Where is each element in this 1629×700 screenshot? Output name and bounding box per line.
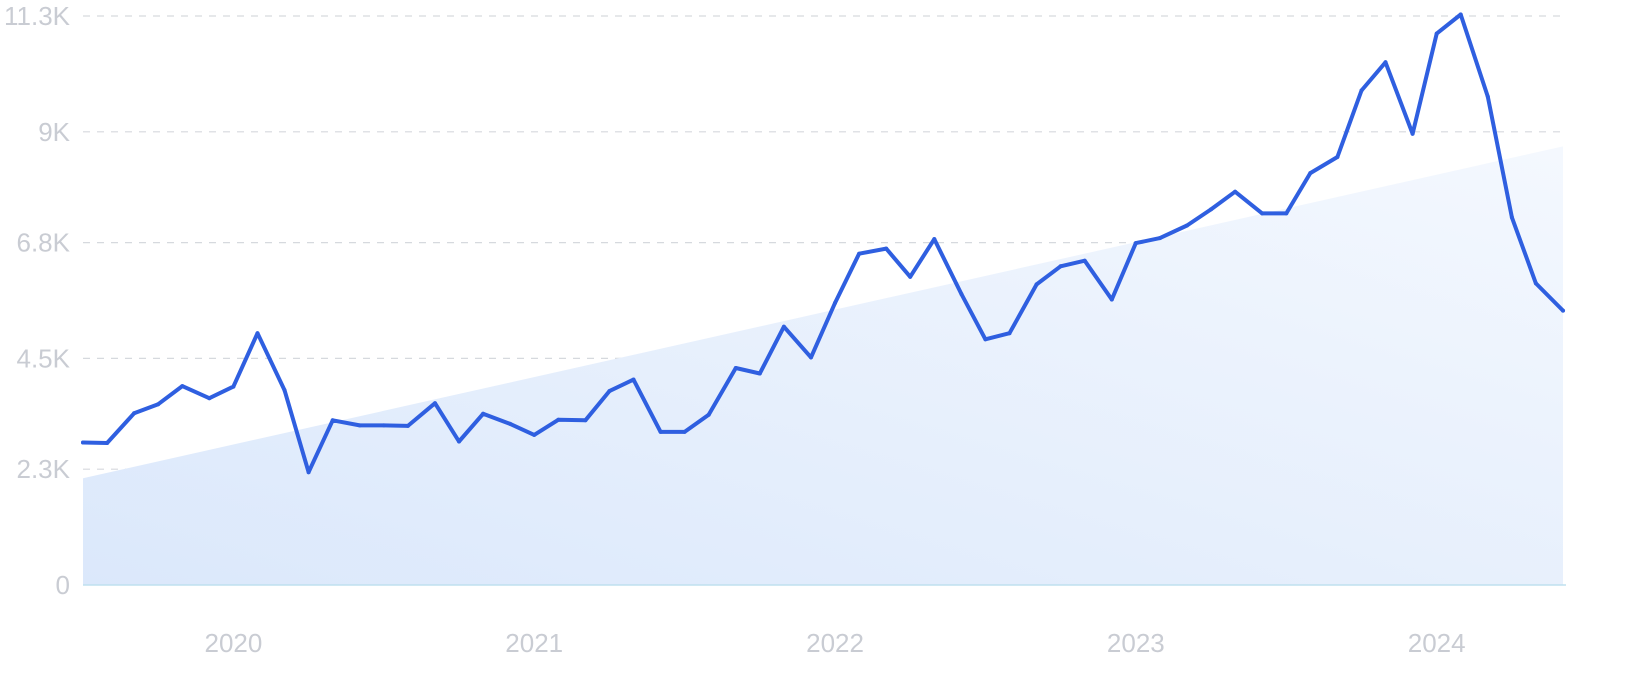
data-point (231, 384, 236, 389)
data-point (607, 389, 612, 394)
y-tick-label: 9K (38, 117, 70, 147)
data-point (932, 237, 937, 242)
data-point (884, 246, 889, 251)
data-point (1308, 171, 1313, 176)
data-point (357, 423, 362, 428)
data-point (1157, 236, 1162, 241)
data-point (583, 418, 588, 423)
x-axis-ticks: 2020 2021 2022 2023 2024 (204, 628, 1465, 658)
data-point (282, 388, 287, 393)
data-point (833, 301, 837, 305)
data-point (508, 421, 513, 426)
data-point (1509, 215, 1514, 220)
x-tick-label: 2023 (1107, 628, 1165, 658)
data-point (255, 331, 260, 336)
data-point (658, 429, 663, 434)
data-point (908, 274, 913, 279)
data-point (207, 396, 212, 401)
data-point (706, 412, 711, 417)
data-point (457, 439, 461, 444)
data-point (433, 401, 437, 406)
data-point (330, 418, 335, 423)
y-tick-label: 2.3K (17, 454, 71, 484)
data-point (1209, 207, 1213, 212)
trend-area (83, 146, 1563, 585)
data-point (1335, 155, 1340, 159)
data-point (556, 417, 561, 422)
data-point (1410, 131, 1415, 136)
data-point (1485, 94, 1490, 99)
data-point (857, 251, 862, 256)
data-point (631, 377, 636, 382)
x-tick-label: 2022 (806, 628, 864, 658)
data-point (1185, 223, 1189, 228)
data-point (306, 470, 311, 475)
y-tick-label: 0 (56, 570, 70, 600)
data-point (1533, 281, 1538, 286)
data-points (81, 12, 1565, 475)
data-point (1034, 282, 1039, 287)
data-point (132, 411, 137, 416)
data-point (1058, 264, 1063, 269)
data-point (1359, 88, 1364, 93)
data-point (733, 366, 738, 370)
data-point (180, 384, 185, 389)
data-point (405, 423, 410, 428)
data-point (983, 337, 988, 342)
series-line (81, 12, 1565, 475)
data-point (1260, 211, 1265, 216)
data-point (532, 432, 537, 437)
data-point (1561, 308, 1565, 313)
data-point (381, 423, 386, 428)
data-point (1082, 258, 1087, 263)
data-point (1133, 241, 1138, 246)
data-point (781, 324, 786, 329)
series-layer (81, 12, 1565, 475)
data-point (481, 411, 486, 416)
data-point (1434, 31, 1439, 36)
x-tick-label: 2021 (505, 628, 563, 658)
y-tick-label: 6.8K (17, 228, 71, 258)
data-point (959, 292, 964, 296)
x-tick-label: 2024 (1408, 628, 1466, 658)
data-point (156, 402, 161, 407)
data-point (809, 355, 813, 360)
data-point (105, 441, 110, 445)
data-point (757, 371, 762, 376)
data-point (1109, 297, 1114, 302)
data-point (1383, 60, 1388, 65)
data-point (81, 440, 85, 445)
y-axis-ticks: 0 2.3K 4.5K 6.8K 9K 11.3K (4, 1, 71, 600)
data-point (682, 429, 687, 434)
data-point (1458, 12, 1463, 17)
data-point (1233, 189, 1238, 194)
data-point (1284, 211, 1289, 216)
data-point (1007, 331, 1012, 336)
y-tick-label: 11.3K (4, 1, 71, 31)
y-tick-label: 4.5K (17, 343, 71, 373)
x-tick-label: 2020 (204, 628, 262, 658)
